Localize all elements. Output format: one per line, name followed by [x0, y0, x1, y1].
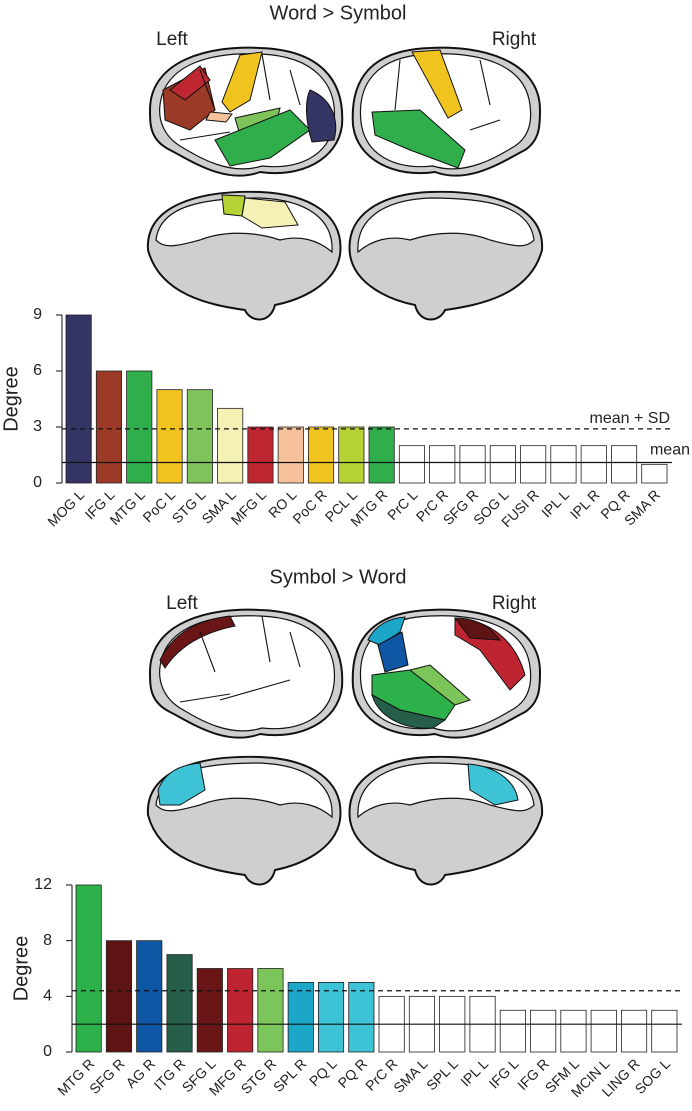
y-tick-label: 4	[43, 988, 52, 1005]
y-tick-label: 0	[43, 1043, 52, 1060]
y-tick-label: 6	[33, 362, 42, 379]
bar	[75, 884, 102, 1053]
bar	[105, 940, 133, 1053]
y-tick-label: 9	[33, 306, 42, 323]
panel-label: Right	[492, 593, 537, 614]
x-tick-label: AG R	[122, 1055, 158, 1091]
x-tick-label: IFG L	[486, 1055, 522, 1091]
x-tick-label: STG R	[238, 1055, 280, 1097]
bar	[368, 426, 395, 484]
x-tick-label: MTG L	[106, 486, 148, 528]
bar	[317, 982, 345, 1053]
x-tick-label: PQ L	[306, 1055, 340, 1089]
brain-left-lateral	[148, 608, 344, 739]
x-tick-label: SPL R	[270, 1055, 310, 1095]
bar	[257, 968, 284, 1053]
y-tick-label: 12	[34, 876, 52, 893]
bar	[247, 426, 274, 484]
bar	[489, 445, 516, 484]
bar	[338, 426, 365, 484]
brain-left-lateral	[148, 46, 344, 177]
x-tick-label: MOG L	[44, 486, 87, 529]
x-tick-label: MTG R	[54, 1055, 97, 1098]
brain-right-medial	[348, 190, 544, 321]
bar	[217, 407, 244, 484]
x-tick-label: PoC R	[289, 486, 329, 526]
bar	[398, 445, 425, 484]
reference-label: mean	[650, 442, 690, 459]
y-tick-label: 0	[33, 474, 42, 491]
bar	[136, 940, 163, 1053]
bar	[611, 445, 638, 484]
panel-label: Left	[156, 29, 188, 50]
bar	[520, 445, 547, 484]
bar	[95, 370, 123, 484]
bar	[651, 1009, 678, 1053]
brain-right-lateral	[351, 608, 542, 739]
bar	[621, 1009, 648, 1053]
bar	[277, 426, 304, 484]
x-tick-label: PrC L	[384, 486, 421, 523]
bar	[459, 445, 486, 484]
x-tick-label: SMA L	[390, 1055, 431, 1096]
y-tick-label: 3	[33, 418, 42, 435]
x-tick-label: IPL L	[457, 1055, 491, 1089]
bar	[287, 982, 314, 1053]
chart-title: Word > Symbol	[270, 2, 407, 24]
chart-title: Symbol > Word	[270, 566, 407, 588]
bar	[166, 954, 193, 1053]
bar	[65, 314, 92, 484]
brain-left-medial	[146, 755, 342, 886]
bar	[499, 1009, 526, 1053]
bar	[580, 445, 607, 484]
bar	[641, 463, 668, 484]
x-tick-label: IPL R	[567, 486, 603, 522]
bar	[156, 389, 183, 484]
bar	[307, 426, 335, 484]
bar	[530, 1009, 557, 1053]
x-tick-label: SOG L	[632, 1055, 674, 1097]
x-tick-label: IPL L	[538, 486, 572, 520]
y-axis-label: Degree	[10, 936, 32, 1002]
panel-label: Left	[166, 593, 198, 614]
x-tick-label: MFG L	[228, 486, 270, 528]
y-axis-label: Degree	[0, 366, 22, 432]
bar	[227, 968, 254, 1053]
brain-left-medial	[146, 190, 342, 321]
x-tick-label: SPL L	[423, 1055, 461, 1093]
bar	[590, 1009, 617, 1053]
bar	[348, 982, 375, 1053]
x-tick-label: SFG R	[86, 1055, 128, 1097]
bar	[560, 1009, 587, 1053]
bar	[196, 968, 223, 1053]
y-tick-label: 8	[43, 932, 52, 949]
brain-right-lateral	[351, 46, 542, 177]
bar	[429, 445, 456, 484]
bar	[550, 445, 577, 484]
reference-label: mean + SD	[590, 410, 670, 427]
panel-label: Right	[492, 29, 537, 50]
brain-right-medial	[348, 755, 544, 886]
bar	[126, 370, 153, 484]
bar	[186, 389, 213, 484]
